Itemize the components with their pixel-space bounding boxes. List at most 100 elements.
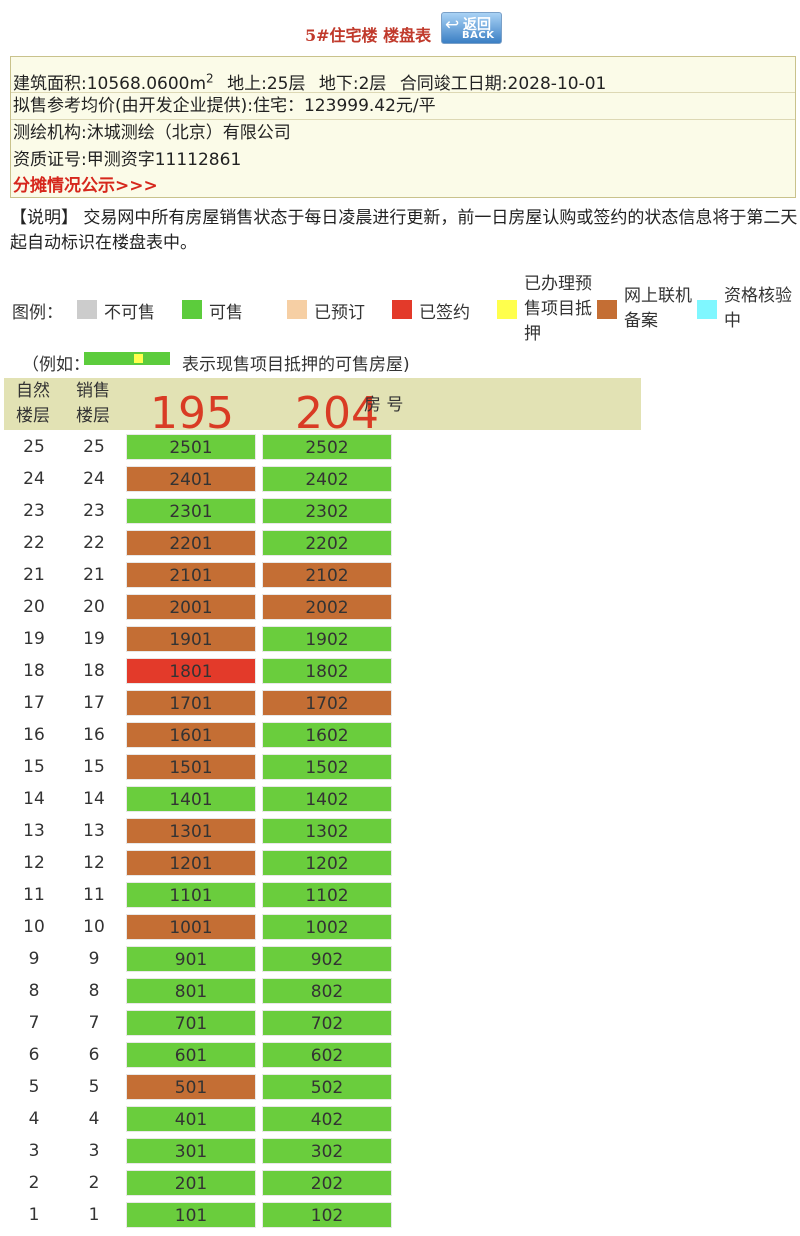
unit-cell[interactable]: 902 bbox=[262, 946, 392, 972]
unit-cell[interactable]: 1702 bbox=[262, 690, 392, 716]
building-area-text: 建筑面积:10568.0600m bbox=[13, 73, 207, 94]
sales-floor-cell: 10 bbox=[83, 917, 105, 937]
unit-cell[interactable]: 1301 bbox=[126, 818, 256, 844]
legend-swatch-for-sale bbox=[182, 300, 202, 319]
unit-cell[interactable]: 1002 bbox=[262, 914, 392, 940]
unit-cell[interactable]: 2201 bbox=[126, 530, 256, 556]
sales-floor-cell: 21 bbox=[83, 565, 105, 585]
sales-floor-cell: 17 bbox=[83, 693, 105, 713]
allocation-disclosure-link[interactable]: 分摊情况公示>>> bbox=[13, 176, 158, 196]
unit-cell[interactable]: 1102 bbox=[262, 882, 392, 908]
unit-cell[interactable]: 2402 bbox=[262, 466, 392, 492]
unit-cell[interactable]: 2002 bbox=[262, 594, 392, 620]
unit-cell[interactable]: 302 bbox=[262, 1138, 392, 1164]
unit-cell[interactable]: 402 bbox=[262, 1106, 392, 1132]
unit-cell[interactable]: 2202 bbox=[262, 530, 392, 556]
sales-floor-cell: 13 bbox=[83, 821, 105, 841]
table-row: 2 2 201 202 bbox=[0, 1168, 800, 1200]
unit-cell[interactable]: 602 bbox=[262, 1042, 392, 1068]
sales-floor-cell: 9 bbox=[88, 949, 100, 969]
table-row: 21 21 2101 2102 bbox=[0, 560, 800, 592]
header: 5#住宅楼 楼盘表 ↩ 返回 BACK bbox=[0, 12, 800, 48]
unit-cell[interactable]: 1401 bbox=[126, 786, 256, 812]
table-row: 14 14 1401 1402 bbox=[0, 784, 800, 816]
unit-cell[interactable]: 1601 bbox=[126, 722, 256, 748]
unit-cell[interactable]: 2302 bbox=[262, 498, 392, 524]
unit-cell[interactable]: 2102 bbox=[262, 562, 392, 588]
natural-floor-cell: 19 bbox=[23, 629, 45, 649]
unit-cell[interactable]: 1101 bbox=[126, 882, 256, 908]
unit-cell[interactable]: 501 bbox=[126, 1074, 256, 1100]
unit-cell[interactable]: 401 bbox=[126, 1106, 256, 1132]
completion-date: 合同竣工日期:2028-10-01 bbox=[399, 73, 607, 94]
unit-cell[interactable]: 1901 bbox=[126, 626, 256, 652]
unit-cell[interactable]: 1802 bbox=[262, 658, 392, 684]
sales-floor-cell: 8 bbox=[88, 981, 100, 1001]
unit-cell[interactable]: 1602 bbox=[262, 722, 392, 748]
unit-cell[interactable]: 901 bbox=[126, 946, 256, 972]
unit-cell[interactable]: 201 bbox=[126, 1170, 256, 1196]
basement-floors: 地下:2层 bbox=[318, 73, 387, 94]
unit-cell[interactable]: 502 bbox=[262, 1074, 392, 1100]
unit-cell[interactable]: 702 bbox=[262, 1010, 392, 1036]
unit-cell[interactable]: 1502 bbox=[262, 754, 392, 780]
unit-cell[interactable]: 2501 bbox=[126, 434, 256, 460]
unit-cell[interactable]: 1302 bbox=[262, 818, 392, 844]
back-arrow-icon: ↩ bbox=[445, 15, 460, 35]
table-row: 6 6 601 602 bbox=[0, 1040, 800, 1072]
natural-floor-cell: 6 bbox=[28, 1045, 40, 1065]
example-note: （例如： 表示现售项目抵押的可售房屋) bbox=[22, 350, 410, 375]
sales-floor-cell: 1 bbox=[88, 1205, 100, 1225]
back-button[interactable]: ↩ 返回 BACK bbox=[441, 12, 502, 44]
legend-label-online-filed: 网上联机 备案 bbox=[624, 284, 692, 334]
natural-floor-cell: 2 bbox=[28, 1173, 40, 1193]
unit-cell[interactable]: 1001 bbox=[126, 914, 256, 940]
unit-cell[interactable]: 2301 bbox=[126, 498, 256, 524]
natural-floor-cell: 10 bbox=[23, 917, 45, 937]
unit-cell[interactable]: 601 bbox=[126, 1042, 256, 1068]
table-row: 23 23 2301 2302 bbox=[0, 496, 800, 528]
unit-cell[interactable]: 1801 bbox=[126, 658, 256, 684]
sales-floor-cell: 19 bbox=[83, 629, 105, 649]
unit-cell[interactable]: 802 bbox=[262, 978, 392, 1004]
table-row: 20 20 2001 2002 bbox=[0, 592, 800, 624]
back-button-label-en: BACK bbox=[462, 30, 495, 41]
unit-cell[interactable]: 801 bbox=[126, 978, 256, 1004]
unit-cell[interactable]: 102 bbox=[262, 1202, 392, 1228]
natural-floor-cell: 1 bbox=[28, 1205, 40, 1225]
info-row-cert: 资质证号:甲测资字11112861 bbox=[11, 147, 795, 173]
unit-cell[interactable]: 1201 bbox=[126, 850, 256, 876]
unit-cell[interactable]: 101 bbox=[126, 1202, 256, 1228]
legend-swatch-online-filed bbox=[597, 300, 617, 319]
table-row: 9 9 901 902 bbox=[0, 944, 800, 976]
info-row-area: 建筑面积:10568.0600m2 地上:25层 地下:2层 合同竣工日期:20… bbox=[11, 57, 795, 94]
unit-cell[interactable]: 2001 bbox=[126, 594, 256, 620]
unit-cell[interactable]: 1701 bbox=[126, 690, 256, 716]
header-sales-floor: 销售 楼层 bbox=[64, 379, 122, 429]
back-button-label: 返回 bbox=[463, 17, 491, 33]
table-row: 7 7 701 702 bbox=[0, 1008, 800, 1040]
legend-label-signed: 已签约 bbox=[419, 303, 470, 323]
sales-floor-cell: 15 bbox=[83, 757, 105, 777]
building-area: 建筑面积:10568.0600m2 bbox=[13, 71, 214, 94]
example-mortgage-dot bbox=[134, 354, 143, 363]
header-sales-floor-line2: 楼层 bbox=[76, 406, 110, 426]
table-row: 13 13 1301 1302 bbox=[0, 816, 800, 848]
unit-cell[interactable]: 2401 bbox=[126, 466, 256, 492]
unit-cell[interactable]: 301 bbox=[126, 1138, 256, 1164]
sales-floor-cell: 18 bbox=[83, 661, 105, 681]
table-row: 5 5 501 502 bbox=[0, 1072, 800, 1104]
unit-cell[interactable]: 2101 bbox=[126, 562, 256, 588]
unit-cell[interactable]: 1202 bbox=[262, 850, 392, 876]
legend-title: 图例： bbox=[12, 303, 63, 323]
unit-cell[interactable]: 1902 bbox=[262, 626, 392, 652]
unit-cell[interactable]: 701 bbox=[126, 1010, 256, 1036]
table-row: 11 11 1101 1102 bbox=[0, 880, 800, 912]
unit-cell[interactable]: 1501 bbox=[126, 754, 256, 780]
table-row: 12 12 1201 1202 bbox=[0, 848, 800, 880]
table-row: 19 19 1901 1902 bbox=[0, 624, 800, 656]
table-row: 10 10 1001 1002 bbox=[0, 912, 800, 944]
unit-cell[interactable]: 2502 bbox=[262, 434, 392, 460]
unit-cell[interactable]: 1402 bbox=[262, 786, 392, 812]
unit-cell[interactable]: 202 bbox=[262, 1170, 392, 1196]
